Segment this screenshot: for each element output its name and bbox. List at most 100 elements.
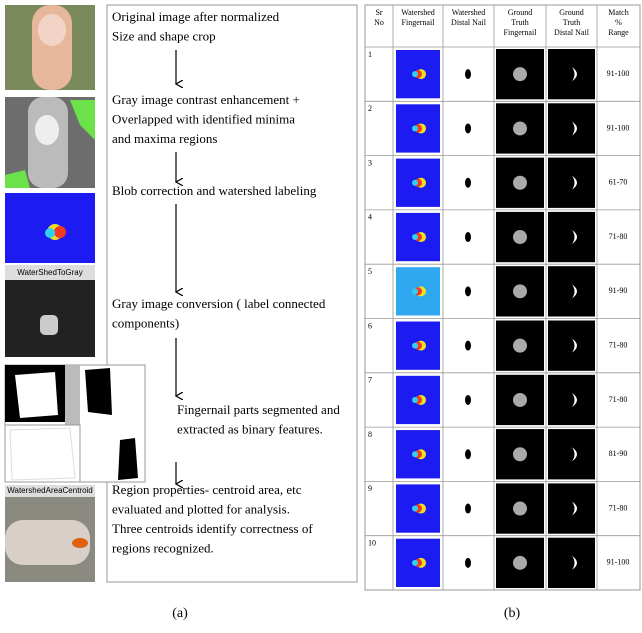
caption: (a) bbox=[172, 606, 188, 621]
truth-distal-blob bbox=[572, 338, 577, 353]
match-range: 91-90 bbox=[609, 286, 628, 295]
row-number: 9 bbox=[368, 484, 372, 493]
header-text: Distal Nail bbox=[554, 28, 590, 37]
step-text: Overlapped with identified minima bbox=[112, 111, 295, 126]
truth-distal-image bbox=[548, 429, 595, 480]
label-bar bbox=[5, 265, 95, 280]
step-text: Three centroids identify correctness of bbox=[112, 521, 313, 536]
match-range: 61-70 bbox=[609, 178, 628, 187]
truth-distal-image bbox=[548, 320, 595, 371]
row-number: 2 bbox=[368, 104, 372, 113]
finger-photo bbox=[5, 5, 95, 90]
truth-blob bbox=[513, 338, 527, 353]
header-text: Range bbox=[608, 28, 629, 37]
truth-blob bbox=[513, 447, 527, 462]
step-text: regions recognized. bbox=[112, 540, 214, 555]
image-label: WatershedAreaCentroid bbox=[7, 486, 93, 495]
header-text: Watershed bbox=[401, 8, 435, 17]
truth-distal-blob bbox=[572, 175, 577, 190]
blob bbox=[412, 505, 418, 512]
blob bbox=[412, 451, 418, 458]
binary-images bbox=[4, 364, 146, 483]
truth-distal-blob bbox=[572, 447, 577, 462]
row-number: 5 bbox=[368, 267, 372, 276]
step-text: Size and shape crop bbox=[112, 28, 216, 43]
blob bbox=[412, 71, 418, 78]
truth-blob bbox=[513, 501, 527, 516]
truth-distal-blob bbox=[572, 121, 577, 136]
blob bbox=[412, 342, 418, 349]
centroid-photo bbox=[5, 497, 95, 582]
header-text: No bbox=[374, 18, 384, 27]
row-number: 6 bbox=[368, 321, 372, 330]
match-range: 81-90 bbox=[609, 449, 628, 458]
truth-distal-image bbox=[548, 157, 595, 208]
step-text: extracted as binary features. bbox=[177, 421, 323, 436]
step-text: evaluated and plotted for analysis. bbox=[112, 501, 290, 516]
match-range: 71-80 bbox=[609, 503, 628, 512]
gray-label-image bbox=[5, 280, 95, 357]
blob bbox=[412, 179, 418, 186]
header-text: Match bbox=[608, 8, 628, 17]
truth-distal-image bbox=[548, 103, 595, 154]
truth-distal-blob bbox=[572, 67, 577, 82]
distal-blob bbox=[465, 123, 471, 134]
truth-distal-image bbox=[548, 374, 595, 426]
watershed-image bbox=[5, 193, 95, 263]
truth-distal-blob bbox=[572, 501, 577, 516]
row-number: 8 bbox=[368, 430, 372, 439]
step-text: and maxima regions bbox=[112, 131, 217, 146]
header-text: Watershed bbox=[452, 8, 486, 17]
blob bbox=[412, 125, 418, 132]
header-text: Ground bbox=[559, 8, 583, 17]
match-range: 91-100 bbox=[607, 69, 630, 78]
gray-contrast-image bbox=[5, 97, 95, 188]
step-text: Fingernail parts segmented and bbox=[177, 402, 340, 417]
distal-blob bbox=[465, 557, 471, 568]
match-range: 71-80 bbox=[609, 340, 628, 349]
truth-blob bbox=[513, 121, 527, 136]
truth-distal-image bbox=[548, 537, 595, 588]
truth-distal-blob bbox=[572, 392, 577, 407]
distal-blob bbox=[465, 232, 471, 243]
truth-distal-blob bbox=[572, 230, 577, 245]
step-text: Gray image contrast enhancement + bbox=[112, 92, 300, 107]
truth-distal-image bbox=[548, 266, 595, 317]
truth-blob bbox=[513, 230, 527, 245]
truth-distal-image bbox=[548, 483, 595, 534]
blob bbox=[412, 396, 418, 403]
caption: (b) bbox=[504, 606, 521, 621]
match-range: 71-80 bbox=[609, 232, 628, 241]
truth-distal-image bbox=[548, 49, 595, 100]
truth-blob bbox=[513, 67, 527, 82]
header-text: Distal Nail bbox=[451, 18, 487, 27]
header-text: Fingernail bbox=[504, 28, 538, 37]
header-text: Sr bbox=[375, 8, 382, 17]
distal-blob bbox=[465, 177, 471, 188]
truth-blob bbox=[513, 175, 527, 190]
distal-blob bbox=[465, 340, 471, 351]
header-text: Truth bbox=[563, 18, 581, 27]
match-range: 91-100 bbox=[607, 123, 630, 132]
label-bar bbox=[5, 485, 95, 497]
step-text: Original image after normalized bbox=[112, 9, 280, 24]
image-label: WaterShedToGray bbox=[17, 268, 83, 277]
distal-blob bbox=[465, 449, 471, 460]
distal-blob bbox=[465, 394, 471, 405]
step-text: Gray image conversion ( label connected bbox=[112, 296, 326, 311]
truth-blob bbox=[513, 555, 527, 570]
table-border bbox=[364, 4, 641, 591]
distal-blob bbox=[465, 286, 471, 297]
blob bbox=[412, 559, 418, 566]
match-range: 91-100 bbox=[607, 558, 630, 567]
row-number: 7 bbox=[368, 376, 372, 385]
row-number: 1 bbox=[368, 50, 372, 59]
step-text: Blob correction and watershed labeling bbox=[112, 183, 317, 198]
step-text: components) bbox=[112, 315, 179, 330]
truth-distal-blob bbox=[572, 284, 577, 299]
flow-frame bbox=[106, 4, 358, 583]
header-text: Ground bbox=[508, 8, 532, 17]
step-text: Region properties- centroid area, etc bbox=[112, 482, 302, 497]
match-range: 71-80 bbox=[609, 395, 628, 404]
